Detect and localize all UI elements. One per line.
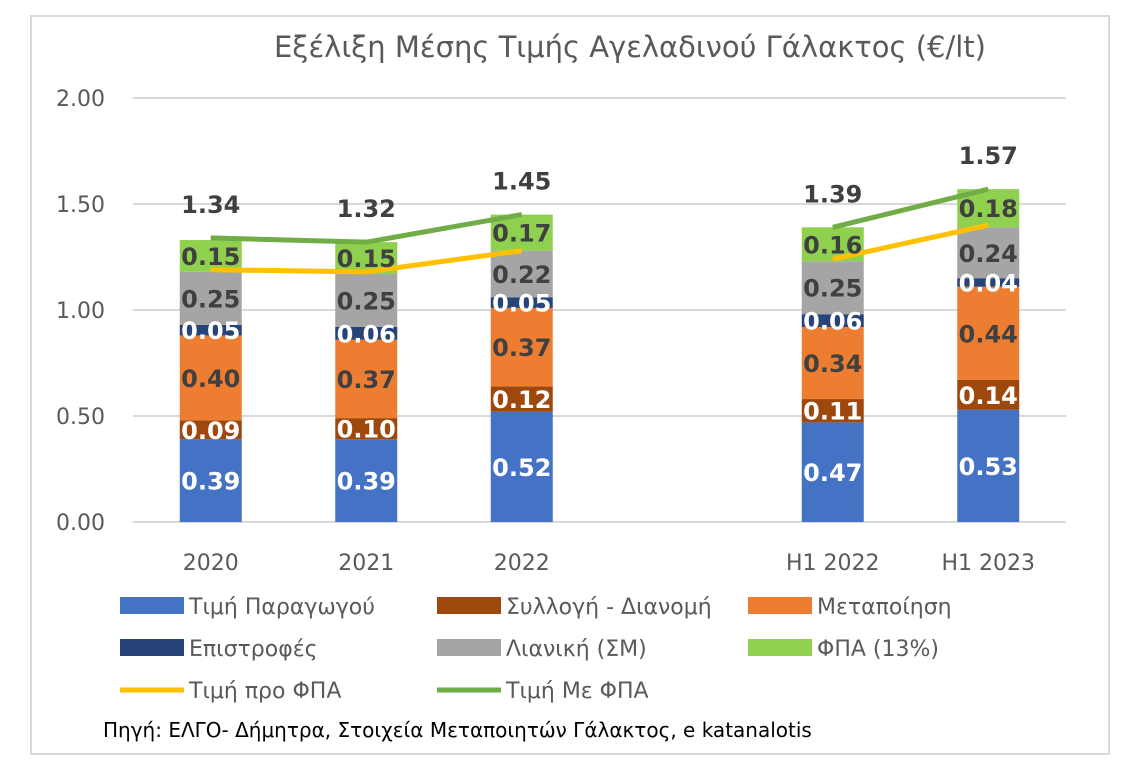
bar-segment xyxy=(490,250,553,298)
chart-frame xyxy=(30,15,1110,755)
data-label: 0.53 xyxy=(959,453,1018,481)
data-label: 0.47 xyxy=(803,459,862,487)
bar-segment xyxy=(801,326,864,400)
data-label: 0.34 xyxy=(803,350,862,378)
data-label: 0.37 xyxy=(337,366,396,394)
bar-segment xyxy=(179,420,242,440)
data-label: 0.10 xyxy=(337,416,396,444)
y-tick-label: 2.00 xyxy=(56,87,105,112)
legend-label: Τιμή Παραγωγού xyxy=(188,595,375,620)
data-label: 0.25 xyxy=(803,275,862,303)
total-label: 1.45 xyxy=(492,168,551,196)
data-label: 0.15 xyxy=(337,245,396,273)
total-label: 1.32 xyxy=(337,195,396,223)
bar-segment xyxy=(957,379,1020,410)
x-tick-label: 2020 xyxy=(183,551,239,576)
bar-segment xyxy=(179,240,242,272)
bar-segment xyxy=(179,271,242,325)
series-line xyxy=(210,212,523,245)
x-tick-label: H1 2023 xyxy=(941,551,1035,576)
y-tick-label: 1.50 xyxy=(56,193,105,218)
bar-segment xyxy=(179,335,242,421)
data-label: 0.44 xyxy=(959,320,1018,348)
legend-swatch xyxy=(437,597,501,614)
total-label: 1.39 xyxy=(803,180,862,208)
data-label: 0.11 xyxy=(803,398,862,426)
bar-segment xyxy=(490,307,553,387)
bar-segment xyxy=(179,439,242,522)
data-label: 0.05 xyxy=(181,317,240,345)
legend-label: Λιανική (ΣΜ) xyxy=(506,637,647,662)
data-label: 0.17 xyxy=(492,220,551,248)
source-note: Πηγή: ΕΛΓΟ- Δήμητρα, Στοιχεία Μεταποιητώ… xyxy=(103,718,812,742)
y-tick-label: 0.00 xyxy=(56,511,105,536)
data-label: 0.40 xyxy=(181,365,240,393)
legend-swatch xyxy=(437,639,501,656)
data-label: 0.05 xyxy=(492,290,551,318)
data-label: 0.39 xyxy=(181,468,240,496)
legend-swatch xyxy=(748,597,812,614)
legend-swatch xyxy=(120,639,184,656)
data-label: 0.52 xyxy=(492,454,551,482)
y-tick-label: 1.00 xyxy=(56,299,105,324)
bar-segment xyxy=(801,422,864,522)
data-label: 0.24 xyxy=(959,240,1018,268)
bar-segment xyxy=(335,273,398,327)
bar-segment xyxy=(957,409,1020,522)
data-label: 0.25 xyxy=(337,287,396,315)
bar-segment xyxy=(335,439,398,522)
bar-segment xyxy=(957,278,1020,287)
data-label: 0.09 xyxy=(181,417,240,445)
legend-swatch xyxy=(748,639,812,656)
data-label: 0.22 xyxy=(492,261,551,289)
series-line xyxy=(832,222,989,262)
data-label: 0.06 xyxy=(803,308,862,336)
legend-label: Συλλογή - Διανομή xyxy=(506,595,712,620)
bar-segment xyxy=(801,399,864,423)
x-tick-label: 2022 xyxy=(494,551,550,576)
data-label: 0.39 xyxy=(337,468,396,496)
total-label: 1.57 xyxy=(959,142,1018,170)
data-label: 0.04 xyxy=(959,269,1018,297)
data-label: 0.25 xyxy=(181,285,240,313)
bar-segment xyxy=(490,386,553,412)
chart-title: Εξέλιξη Μέσης Τιμής Αγελαδινού Γάλακτος … xyxy=(274,30,986,64)
bar-segment xyxy=(957,286,1020,380)
legend-label: Τιμή Με ΦΠΑ xyxy=(505,679,649,704)
series-line xyxy=(210,248,523,275)
data-label: 0.37 xyxy=(492,334,551,362)
x-tick-label: 2021 xyxy=(338,551,394,576)
data-label: 0.12 xyxy=(492,386,551,414)
total-label: 1.34 xyxy=(181,191,240,219)
legend-label: Επιστροφές xyxy=(189,637,318,662)
bar-segment xyxy=(801,261,864,315)
bar-segment xyxy=(179,324,242,336)
bar-segment xyxy=(801,314,864,327)
legend-swatch xyxy=(120,597,184,614)
legend-label: ΦΠΑ (13%) xyxy=(817,637,939,662)
bar-segment xyxy=(957,227,1020,279)
legend-label: Τιμή προ ΦΠΑ xyxy=(188,679,341,704)
data-label: 0.16 xyxy=(803,231,862,259)
x-tick-label: H1 2022 xyxy=(786,551,880,576)
legend-label: Μεταποίηση xyxy=(817,595,952,620)
bar-segment xyxy=(335,326,398,340)
data-label: 0.14 xyxy=(959,382,1018,410)
series-line xyxy=(832,186,989,230)
bar-segment xyxy=(490,411,553,522)
y-tick-label: 0.50 xyxy=(56,405,105,430)
data-label: 0.06 xyxy=(337,320,396,348)
bar-segment xyxy=(335,418,398,440)
bar-segment xyxy=(490,297,553,308)
data-label: 0.15 xyxy=(181,243,240,271)
data-label: 0.18 xyxy=(959,195,1018,223)
bar-segment xyxy=(335,339,398,419)
